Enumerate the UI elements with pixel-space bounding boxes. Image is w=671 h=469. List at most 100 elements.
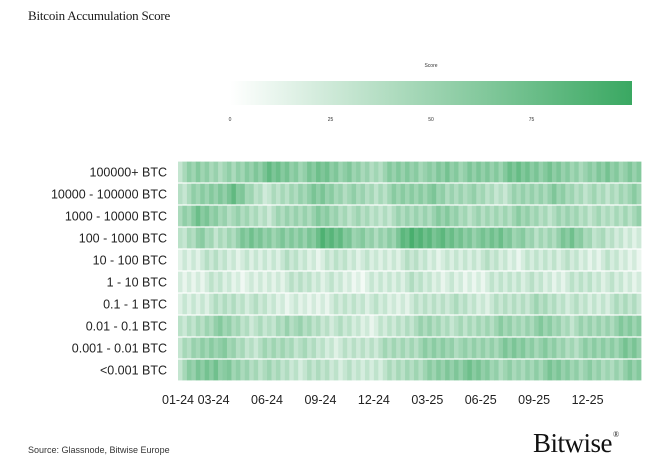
heatmap-cell [454,183,459,205]
heatmap-cell [200,337,206,359]
heatmap-cell [200,183,206,205]
heatmap-cell [307,227,312,249]
heatmap-cell [587,227,593,249]
heatmap-cell [467,161,473,183]
heatmap-cell [200,293,206,315]
heatmap-cell [400,205,406,227]
heatmap-cell [623,249,629,271]
heatmap-cell [271,161,277,183]
heatmap-cell [538,161,544,183]
heatmap-cell [333,359,339,381]
heatmap-cell [391,359,397,381]
heatmap-cell [311,161,317,183]
heatmap-cell [632,161,637,183]
heatmap-cell [240,293,246,315]
heatmap-cell [418,161,424,183]
heatmap-cell [587,205,593,227]
heatmap-cell [578,359,584,381]
heatmap-cell [258,315,263,337]
row-labels: 100000+ BTC 10000 - 100000 BTC 1000 - 1000… [51,166,167,378]
heatmap-cell [396,271,401,293]
heatmap-cell [284,183,290,205]
heatmap-cell [623,337,629,359]
heatmap-cell [565,315,571,337]
heatmap-cell [347,183,353,205]
heatmap-cell [409,227,415,249]
heatmap-cell [538,337,544,359]
heatmap-cell [578,271,584,293]
heatmap-cell [235,161,241,183]
heatmap-cell [431,205,437,227]
heatmap-cell [231,249,237,271]
heatmap-cell [302,293,308,315]
heatmap-cell [636,271,642,293]
heatmap-cell [226,227,232,249]
heatmap-cell [560,271,566,293]
heatmap-cell [471,183,477,205]
heatmap-cell [565,293,571,315]
heatmap-cell [627,315,633,337]
heatmap-cell [458,271,464,293]
heatmap-cell [311,315,317,337]
heatmap-cell [485,271,491,293]
heatmap-cell [445,205,450,227]
heatmap-cell [471,293,477,315]
heatmap-cell [494,161,499,183]
heatmap-cell [209,359,215,381]
heatmap-cell [600,315,606,337]
heatmap-cell [280,183,286,205]
heatmap-cell [351,205,357,227]
heatmap-cell [431,359,437,381]
heatmap-cell [204,293,210,315]
heatmap-cell [511,205,517,227]
heatmap-cell [191,359,197,381]
heatmap-cell [405,337,410,359]
heatmap-cell [231,359,237,381]
heatmap-cell [182,249,188,271]
heatmap-cell [413,183,419,205]
heatmap-cell [596,183,602,205]
heatmap-cell [396,227,401,249]
heatmap-cell [618,161,624,183]
heatmap-cell [458,337,464,359]
heatmap-cell [445,315,450,337]
heatmap-cell [324,161,330,183]
heatmap-cell [560,227,566,249]
heatmap-cell [342,183,348,205]
heatmap-cell [462,271,468,293]
heatmap-cell [489,359,495,381]
heatmap-cell [623,271,629,293]
heatmap-cell [178,227,183,249]
heatmap-cell [449,359,455,381]
heatmap-cell [476,315,482,337]
legend-ticks: 0 25 50 75 [229,117,535,123]
heatmap-cell [485,227,491,249]
heatmap-cell [431,293,437,315]
heatmap-cell [378,293,384,315]
heatmap-cell [222,183,228,205]
heatmap-cell [258,227,263,249]
heatmap-cell [191,271,197,293]
heatmap-cell [364,249,370,271]
heatmap-cell [520,161,526,183]
heatmap-cell [396,183,401,205]
heatmap-cell [551,205,557,227]
x-tick-4: 12-24 [358,393,390,407]
heatmap-cell [458,161,464,183]
heatmap-cell [618,183,624,205]
heatmap-cell [262,205,268,227]
heatmap-cell [609,315,615,337]
heatmap-cell [195,227,201,249]
heatmap-cell [373,293,379,315]
heatmap-cell [342,337,348,359]
heatmap-cell [605,227,611,249]
heatmap-cell [431,337,437,359]
heatmap-cell [347,271,353,293]
heatmap-cell [226,205,232,227]
heatmap-cell [592,161,597,183]
heatmap-cell [623,183,629,205]
heatmap-cell [445,249,450,271]
heatmap-cell [369,337,375,359]
heatmap-cell [231,315,237,337]
heatmap-cell [543,249,548,271]
